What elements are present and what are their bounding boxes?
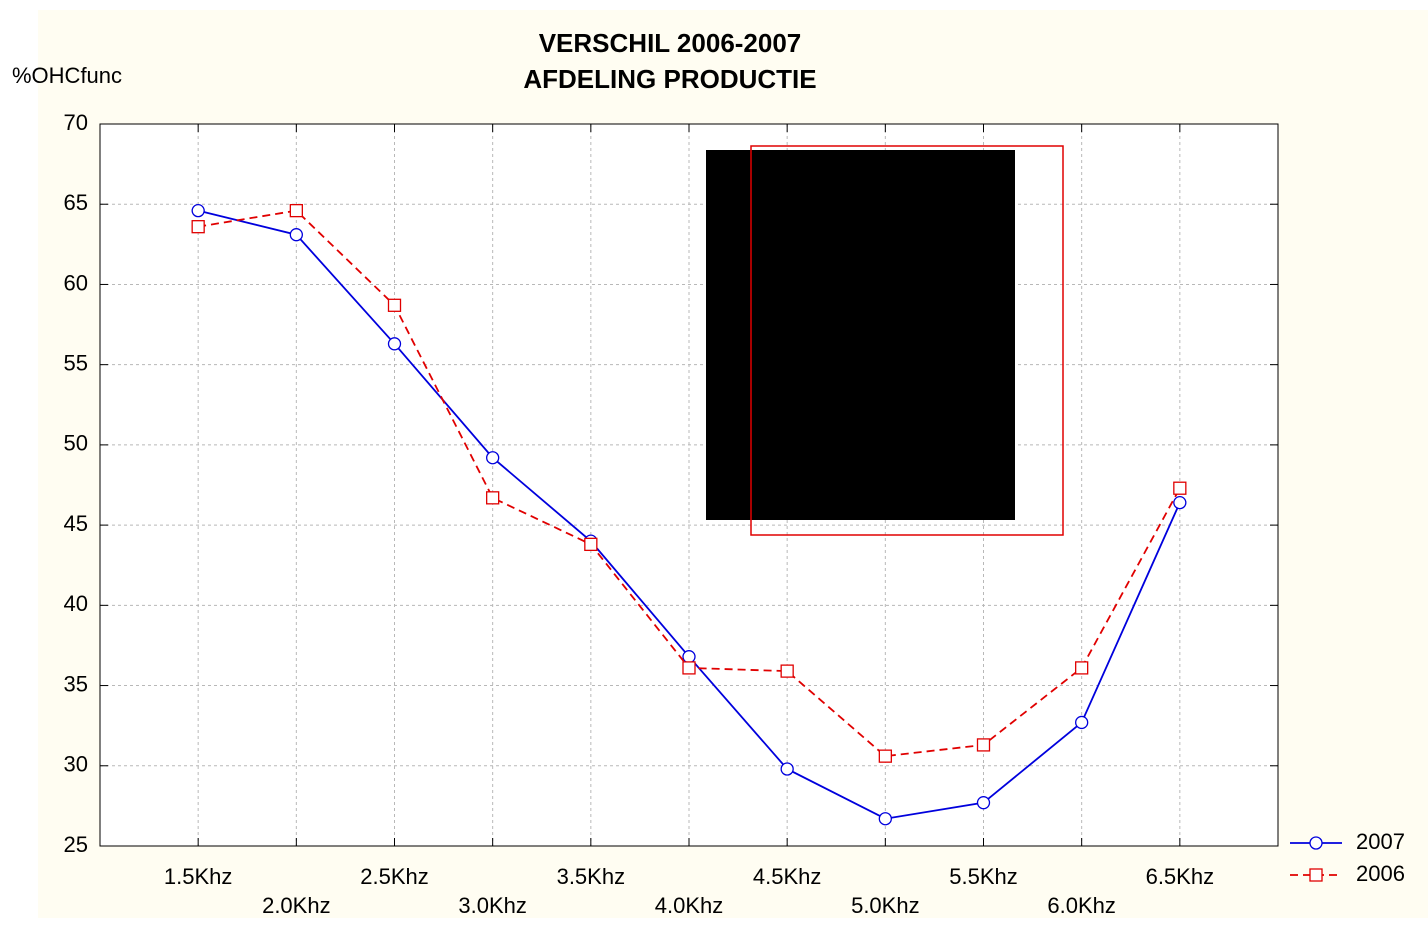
highlight-box	[750, 145, 1064, 536]
x-tick-label: 2.5Khz	[360, 864, 429, 889]
data-point	[976, 738, 991, 752]
y-tick-label: 45	[64, 511, 88, 536]
legend-marker	[1309, 868, 1323, 882]
data-point	[191, 220, 205, 234]
data-point	[289, 228, 303, 242]
y-tick-label: 65	[64, 190, 88, 215]
data-point	[486, 451, 500, 465]
data-point	[1075, 661, 1089, 675]
y-tick-label: 35	[64, 671, 88, 696]
x-tick-label: 2.0Khz	[262, 893, 331, 918]
y-tick-label: 30	[64, 752, 88, 777]
data-point	[387, 337, 402, 351]
data-point	[780, 762, 794, 776]
y-tick-label: 25	[64, 832, 88, 857]
x-tick-label: 4.0Khz	[655, 893, 724, 918]
x-tick-label: 6.5Khz	[1146, 864, 1215, 889]
data-point	[682, 650, 696, 664]
x-tick-label: 3.5Khz	[557, 864, 626, 889]
data-point	[878, 749, 892, 763]
data-point	[780, 664, 794, 678]
y-tick-label: 40	[64, 591, 88, 616]
legend-label: 2007	[1356, 829, 1405, 854]
data-point	[976, 796, 991, 810]
x-tick-label: 3.0Khz	[458, 893, 527, 918]
x-tick-label: 6.0Khz	[1047, 893, 1116, 918]
data-point	[584, 537, 598, 552]
data-point	[878, 812, 892, 826]
data-point	[289, 203, 303, 218]
data-point	[1173, 495, 1187, 510]
redaction-box	[706, 150, 1015, 520]
y-tick-label: 55	[64, 350, 88, 375]
x-tick-label: 4.5Khz	[753, 864, 822, 889]
data-point	[387, 298, 402, 312]
y-tick-label: 70	[64, 110, 88, 135]
x-tick-label: 1.5Khz	[164, 864, 233, 889]
data-point	[1075, 715, 1089, 730]
x-tick-label: 5.0Khz	[851, 893, 920, 918]
y-tick-label: 50	[64, 431, 88, 456]
y-axis-label: %OHCfunc	[12, 63, 122, 88]
data-point	[191, 203, 205, 218]
plot-frame	[99, 123, 1279, 847]
legend-label: 2006	[1356, 861, 1405, 886]
data-point	[486, 491, 500, 505]
x-tick-label: 5.5Khz	[949, 864, 1018, 889]
chart-title: VERSCHIL 2006-2007	[539, 28, 802, 58]
plot: 25 30 35 40 45 50 55 60 65 70 1.5Khz 2.0Khz 2.5Khz 3.…	[64, 110, 1278, 918]
y-tick-label: 60	[64, 270, 88, 295]
data-point	[1173, 481, 1187, 495]
data-point	[682, 661, 696, 675]
chart-subtitle: AFDELING PRODUCTIE	[523, 64, 816, 94]
legend-marker	[1309, 836, 1323, 850]
